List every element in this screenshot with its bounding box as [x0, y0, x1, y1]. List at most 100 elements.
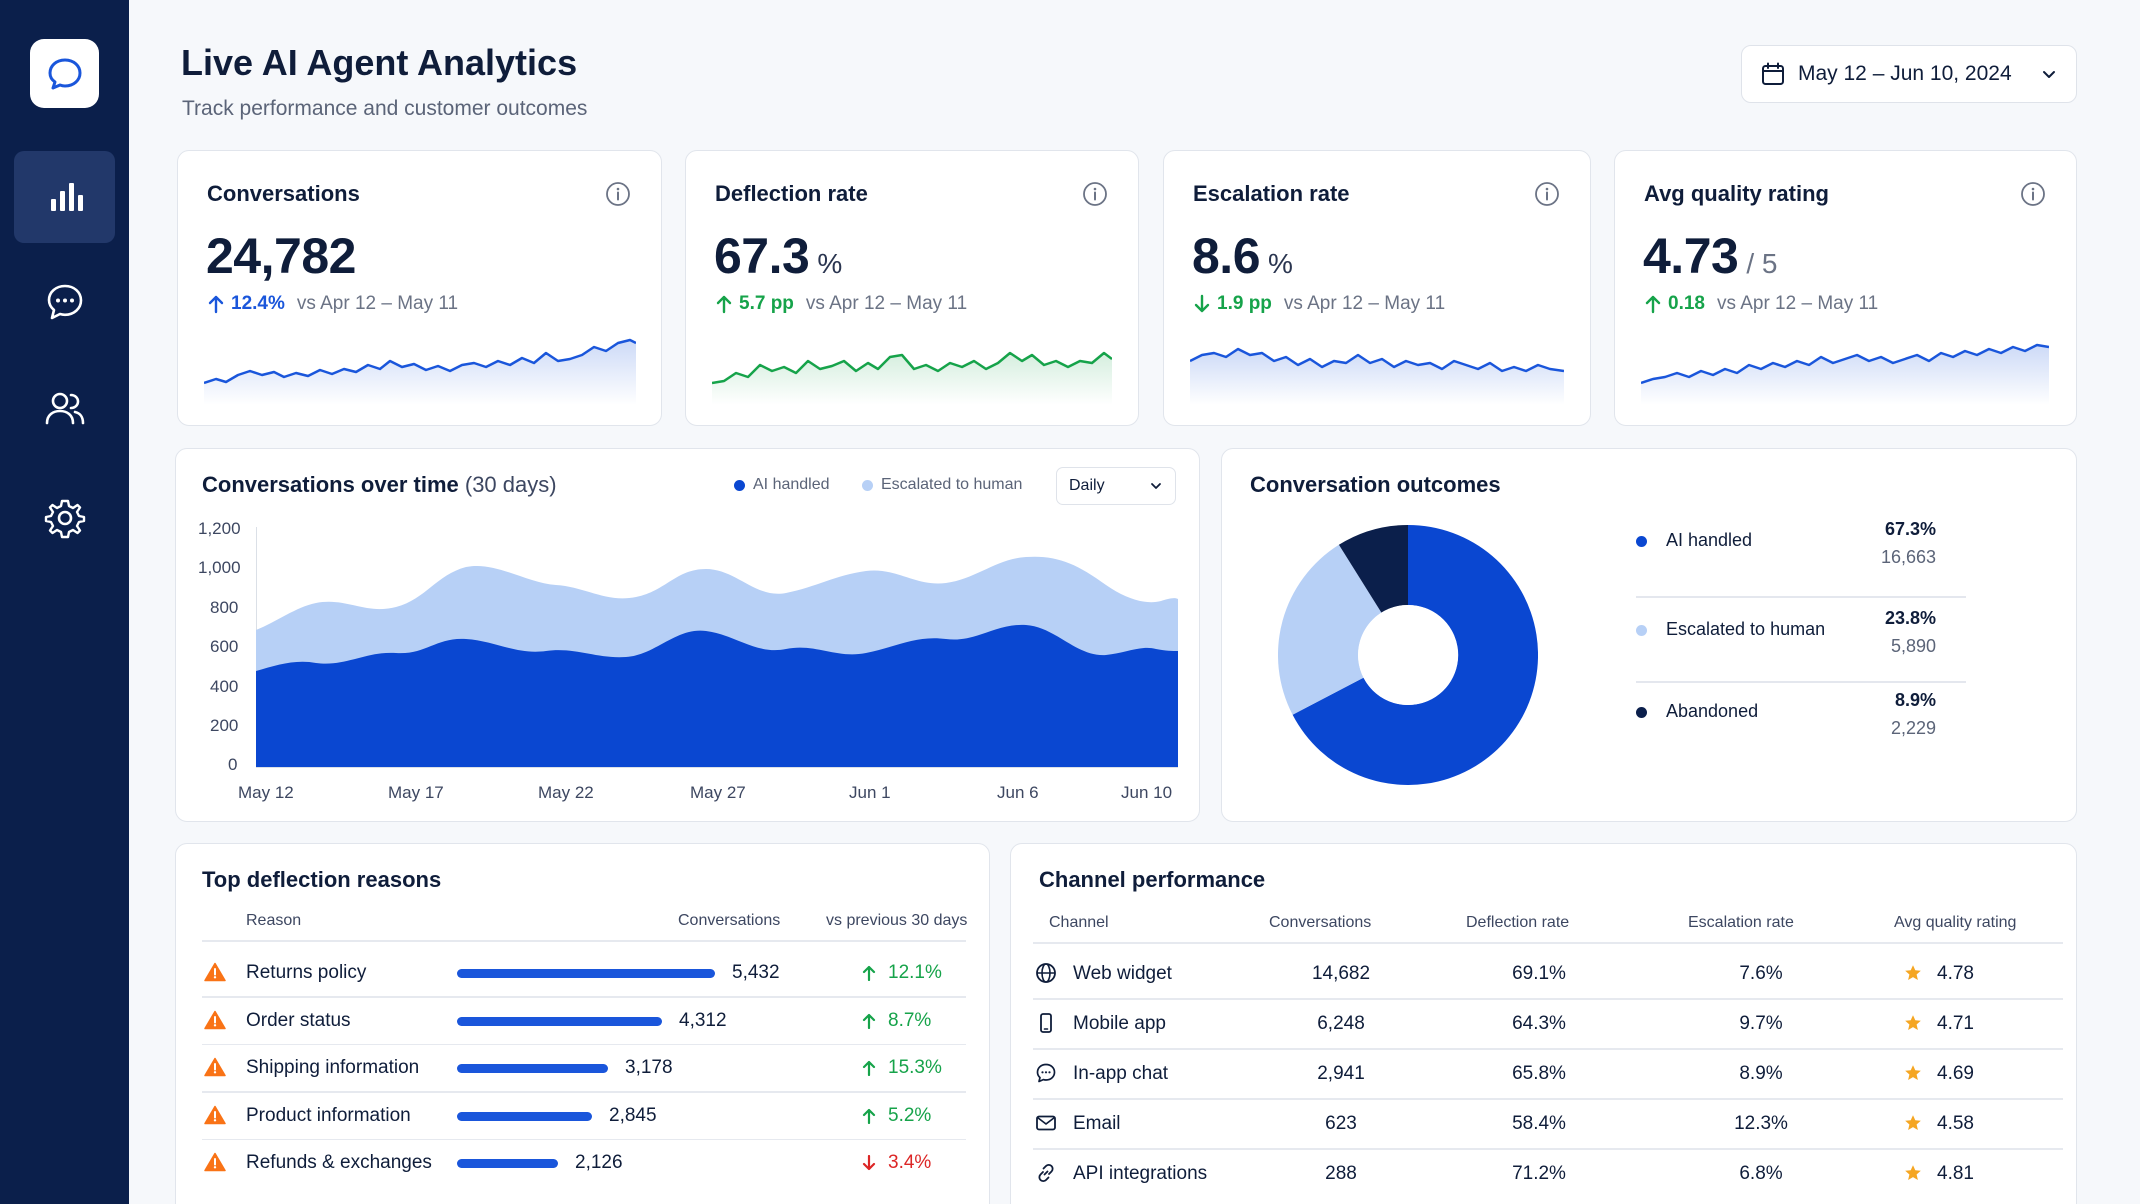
kpi-card-conversations: Conversations 24,782 12.4% vs Apr 12 – M… [177, 150, 662, 426]
divider [1033, 1148, 2063, 1150]
kpi-title: Conversations [207, 181, 360, 206]
outcome-abandoned: Abandoned 8.9% 2,229 [1636, 686, 1966, 770]
channel-name: Email [1073, 1113, 1121, 1134]
date-range-text: May 12 – Jun 10, 2024 [1798, 62, 2012, 85]
divider [1636, 681, 1966, 683]
slice-abandoned [1338, 525, 1408, 613]
slice-escalated [1278, 544, 1382, 715]
outcomes-title: Conversation outcomes [1250, 472, 1501, 497]
kpi-delta: 12.4% [231, 293, 285, 314]
column-header: Deflection rate [1466, 914, 1570, 931]
arrow-up-icon [716, 295, 732, 314]
kpi-unit: / 5 [1746, 248, 1778, 279]
deflection-row[interactable]: Order status 4,312 8.7% [176, 998, 991, 1044]
column-header: vs previous 30 days [826, 912, 968, 929]
kpi-comparison: vs Apr 12 – May 11 [1283, 293, 1446, 314]
channel-quality: 4.78 [1937, 963, 1974, 984]
divider [202, 1091, 966, 1093]
info-icon[interactable] [1534, 181, 1560, 207]
channel-deflection: 65.8% [1512, 1063, 1566, 1084]
channel-conversations: 288 [1325, 1163, 1357, 1184]
reason-change: 8.7% [888, 1009, 932, 1031]
app-logo[interactable] [30, 39, 99, 108]
arrow-up-icon [208, 295, 224, 314]
reason-label: Order status [246, 1009, 351, 1031]
channel-row[interactable]: API integrations 288 71.2% 6.8% 4.81 [1011, 1150, 2078, 1198]
channel-name: API integrations [1073, 1163, 1208, 1184]
reason-count: 2,845 [609, 1104, 657, 1126]
deflection-row[interactable]: Returns policy 5,432 12.1% [176, 950, 991, 996]
nav-analytics[interactable] [14, 151, 115, 243]
chat-bubble-icon [1035, 1062, 1057, 1089]
nav-conversations[interactable] [14, 256, 115, 348]
channel-deflection: 58.4% [1512, 1113, 1566, 1134]
deflection-row[interactable]: Refunds & exchanges 2,126 3.4% [176, 1140, 991, 1186]
outcome-label: Abandoned [1666, 701, 1759, 721]
x-tick: May 17 [388, 783, 444, 802]
channel-conversations: 6,248 [1317, 1013, 1365, 1034]
reason-label: Shipping information [246, 1057, 420, 1078]
warning-icon [204, 1152, 226, 1172]
info-icon[interactable] [605, 181, 631, 207]
info-icon[interactable] [2020, 181, 2046, 207]
divider [202, 996, 966, 998]
info-icon[interactable] [1082, 181, 1108, 207]
channel-escalation: 6.8% [1739, 1163, 1783, 1184]
conversation-outcomes-card: Conversation outcomes AI handled 67.3% 1… [1221, 448, 2077, 822]
channel-row[interactable]: In-app chat 2,941 65.8% 8.9% 4.69 [1011, 1050, 2078, 1098]
divider [1033, 998, 2063, 1000]
channel-row[interactable]: Web widget 14,682 69.1% 7.6% 4.78 [1011, 950, 2078, 998]
nav-users[interactable] [14, 363, 115, 455]
page-subtitle: Track performance and customer outcomes [182, 97, 588, 120]
kpi-unit: % [1268, 248, 1293, 279]
date-range-picker[interactable]: May 12 – Jun 10, 2024 [1741, 45, 2077, 103]
donut-chart [1278, 525, 1538, 785]
sidebar [0, 0, 129, 1204]
column-header: Conversations [1269, 914, 1372, 931]
channel-row[interactable]: Mobile app 6,248 64.3% 9.7% 4.71 [1011, 1000, 2078, 1048]
arrow-up-icon [1645, 295, 1661, 314]
channel-escalation: 8.9% [1739, 1063, 1783, 1084]
y-tick: 1,000 [198, 558, 241, 577]
divider [1033, 1048, 2063, 1050]
reason-change: 12.1% [888, 962, 942, 983]
x-tick: Jun 10 [1121, 783, 1173, 802]
x-tick: May 27 [690, 783, 746, 802]
outcome-pct: 23.8% [1884, 608, 1936, 628]
outcome-count: 5,890 [1890, 636, 1936, 656]
stacked-area-chart [256, 527, 1178, 768]
kpi-title: Avg quality rating [1644, 181, 1829, 206]
column-header: Escalation rate [1688, 914, 1794, 931]
deflection-row[interactable]: Shipping information 3,178 15.3% [176, 1045, 991, 1091]
x-tick: Jun 1 [849, 783, 891, 802]
kpi-card-quality: Avg quality rating 4.73/ 5 0.18 vs Apr 1… [1614, 150, 2077, 426]
arrow-down-icon [1194, 294, 1210, 313]
channel-escalation: 9.7% [1739, 1013, 1783, 1034]
channel-conversations: 14,682 [1311, 963, 1371, 984]
channel-quality: 4.58 [1937, 1113, 1974, 1134]
column-header: Channel [1049, 914, 1109, 931]
sparkline [712, 351, 1112, 405]
legend-dot [1636, 707, 1647, 718]
star-icon [1905, 1015, 1921, 1030]
channel-deflection: 69.1% [1512, 963, 1566, 984]
legend-ai-handled: AI handled [734, 476, 830, 494]
nav-settings[interactable] [14, 472, 115, 564]
reason-bar [457, 1159, 558, 1168]
channel-row[interactable]: Email 623 58.4% 12.3% 4.58 [1011, 1100, 2078, 1148]
granularity-value: Daily [1069, 477, 1105, 494]
y-tick: 800 [210, 598, 239, 617]
channel-deflection: 64.3% [1512, 1013, 1566, 1034]
warning-icon [204, 1057, 226, 1077]
slice-ai-handled [1292, 525, 1538, 785]
channel-escalation: 7.6% [1739, 963, 1783, 984]
bar-chart-icon [50, 183, 83, 211]
granularity-select[interactable]: Daily [1056, 467, 1176, 505]
x-tick: Jun 6 [997, 783, 1039, 802]
channel-conversations: 2,941 [1317, 1063, 1365, 1084]
kpi-unit: % [817, 248, 843, 279]
deflection-row[interactable]: Product information 2,845 5.2% [176, 1093, 991, 1139]
kpi-delta: 0.18 [1668, 293, 1705, 314]
star-icon [1905, 965, 1921, 980]
kpi-value: 4.73 [1643, 228, 1739, 284]
